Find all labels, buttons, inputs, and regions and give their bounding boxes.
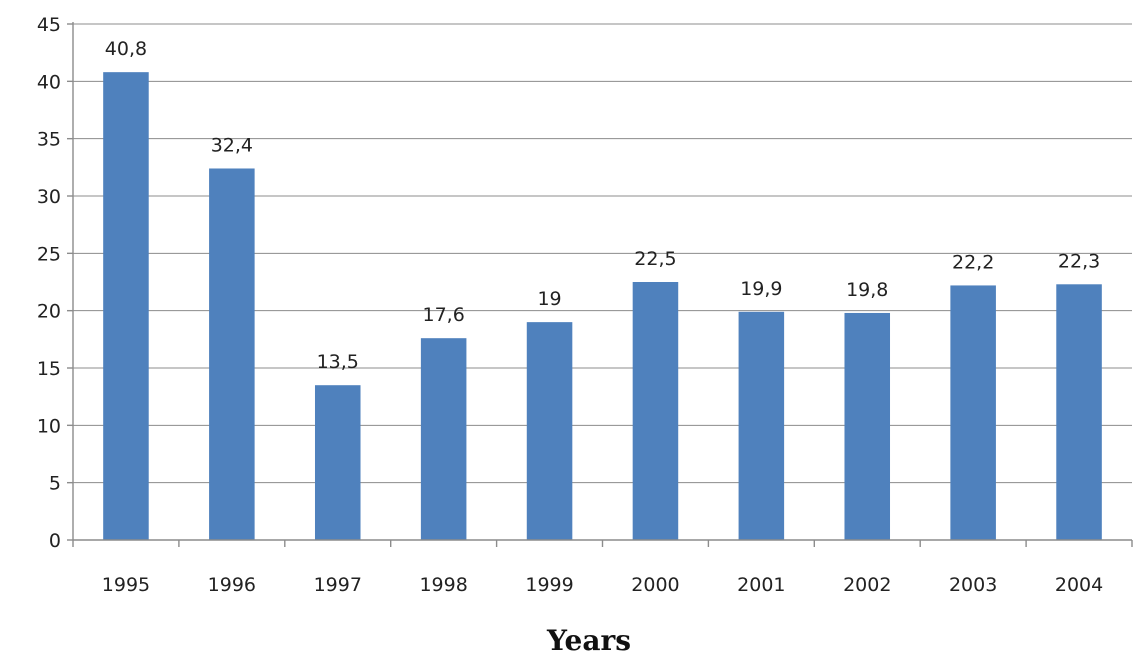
y-tick-label: 30 (37, 186, 61, 208)
y-tick-labels: 0 5 10 15 20 25 30 35 40 45 (37, 14, 61, 552)
data-label: 19,8 (846, 279, 888, 301)
bar (632, 282, 679, 540)
x-tick-labels: 1995 1996 1997 1998 1999 2000 2001 2002 2003 2004 (102, 574, 1103, 596)
y-tick-label: 20 (37, 301, 61, 323)
x-tick-label: 2003 (949, 574, 997, 596)
y-tick-label: 25 (37, 243, 61, 265)
x-tick-label: 1999 (525, 574, 573, 596)
bar (844, 312, 891, 540)
y-tick-label: 15 (37, 358, 61, 380)
data-label: 22,5 (634, 248, 676, 270)
x-axis-title: Years (546, 624, 631, 657)
x-tick-label: 2001 (737, 574, 785, 596)
bar (950, 285, 996, 540)
data-labels: 40,8 32,4 13,5 17,6 19 22,5 19,9 19,8 22,2 22,3 (105, 38, 1100, 373)
y-tick-label: 40 (37, 71, 61, 93)
x-tick-label: 1996 (208, 574, 256, 596)
data-label: 32,4 (211, 134, 253, 156)
bar (420, 338, 467, 540)
x-tick-label: 1998 (419, 574, 467, 596)
y-tick-label: 35 (37, 129, 61, 151)
bar (209, 168, 255, 541)
bar (526, 322, 573, 540)
y-tick-label: 45 (37, 14, 61, 36)
data-label: 19 (537, 288, 561, 310)
data-label: 22,2 (952, 251, 994, 273)
data-label: 19,9 (740, 278, 782, 300)
axes (67, 22, 1133, 547)
x-tick-label: 2002 (843, 574, 891, 596)
y-tick-label: 0 (49, 530, 61, 552)
data-label: 17,6 (422, 304, 464, 326)
bar (314, 385, 361, 540)
bars (103, 72, 1102, 541)
x-tick-label: 2004 (1055, 574, 1103, 596)
bar (103, 72, 149, 540)
x-tick-label: 1995 (102, 574, 150, 596)
y-tick-label: 5 (49, 473, 61, 495)
data-label: 40,8 (105, 38, 147, 60)
bar (1056, 284, 1102, 540)
y-tick-label: 10 (37, 415, 61, 437)
x-tick-label: 2000 (631, 574, 679, 596)
x-tick-label: 1997 (314, 574, 362, 596)
data-label: 22,3 (1058, 250, 1100, 272)
data-label: 13,5 (317, 351, 359, 373)
bar (738, 311, 785, 540)
